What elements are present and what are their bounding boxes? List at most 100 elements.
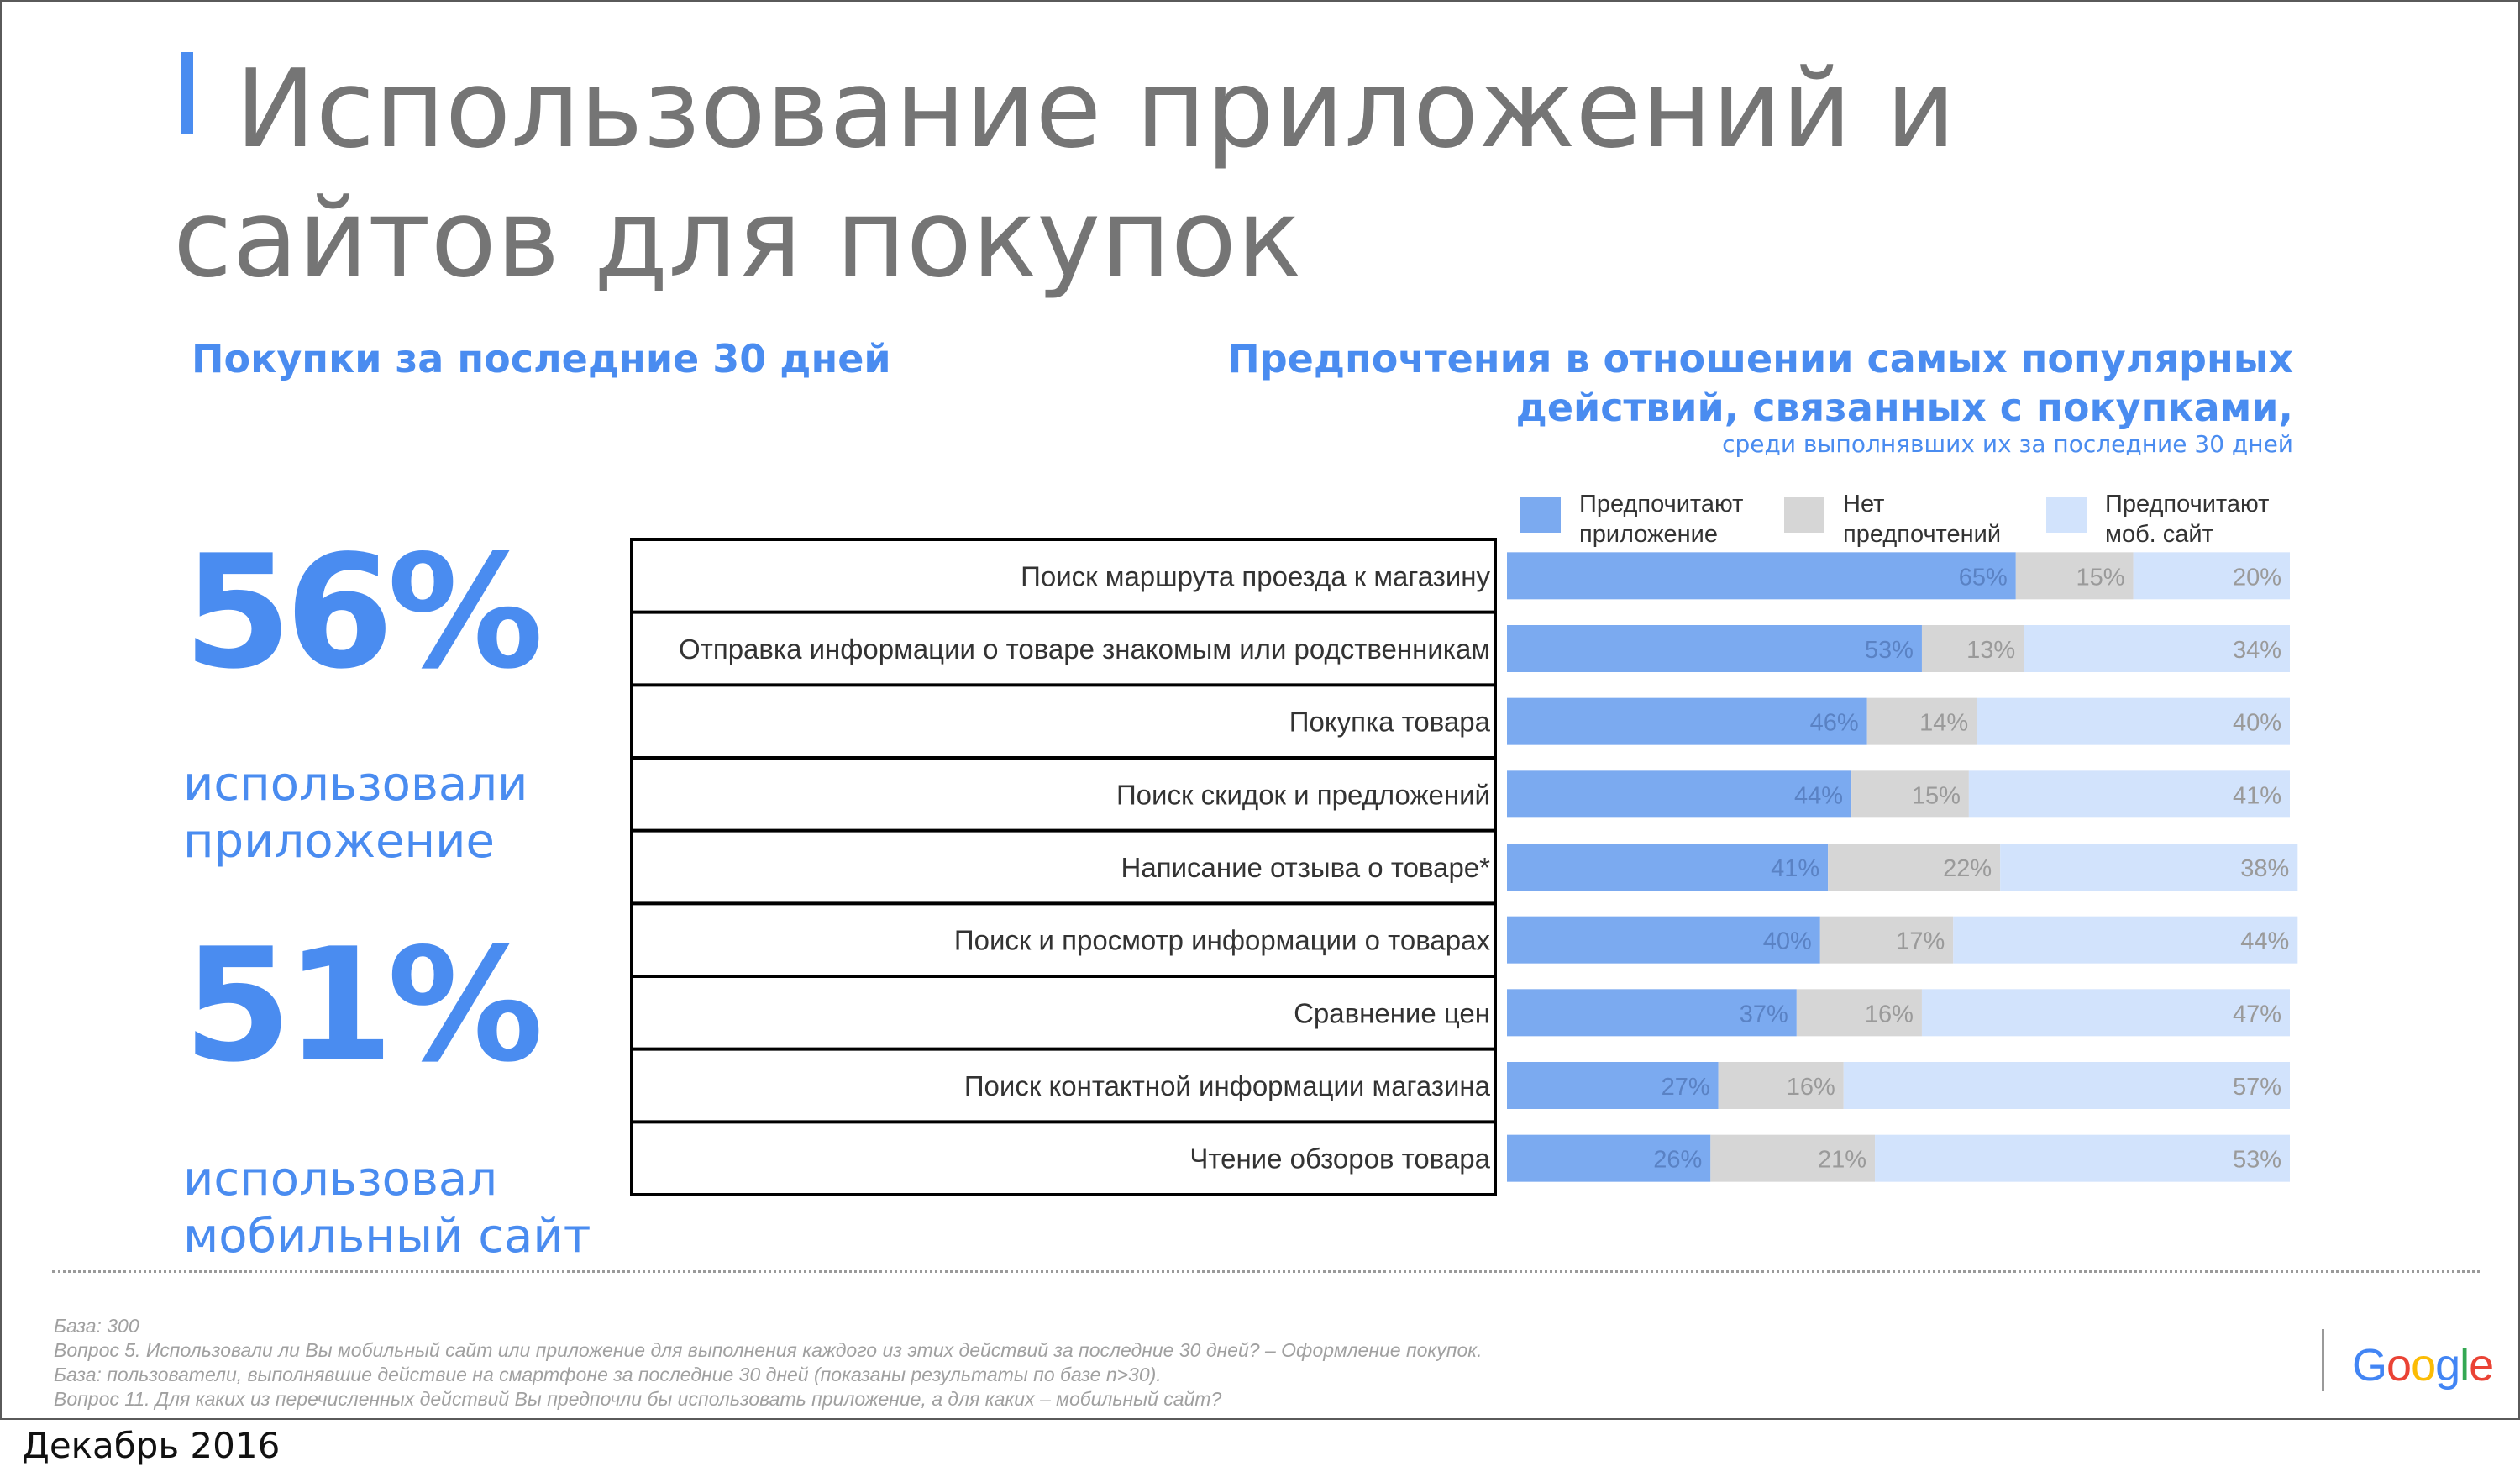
stat-app-label-line2: приложение	[183, 814, 495, 869]
legend-label-app: Предпочитают приложение	[1579, 489, 1781, 549]
bar-segment	[2024, 625, 2290, 672]
bar-value-label: 38%	[2240, 855, 2289, 882]
legend-label-none: Нет предпочтений	[1843, 489, 2045, 549]
bar-value-label: 37%	[1740, 1001, 1788, 1028]
bar-segment	[2015, 552, 2134, 600]
bar-segment	[1977, 697, 2290, 745]
bar-value-label: 53%	[2233, 1147, 2281, 1174]
bar-segment	[1507, 697, 1867, 745]
bar-value-label: 40%	[2233, 710, 2281, 737]
logo-divider	[2322, 1329, 2324, 1391]
logo-letter: l	[2460, 1340, 2470, 1390]
bar-value-label: 26%	[1653, 1147, 1702, 1174]
footer-notes: База: 300 Вопрос 5. Использовали ли Вы м…	[54, 1314, 1482, 1411]
bar-value-label: 34%	[2233, 637, 2281, 664]
bar-segment	[1507, 989, 1797, 1037]
category-label: Написание отзыва о товаре*	[1121, 852, 1491, 883]
bar-segment	[1921, 989, 2290, 1037]
bar-value-label: 40%	[1763, 928, 1812, 955]
logo-letter: o	[2386, 1340, 2412, 1390]
footer-note: База: пользователи, выполнявшие действие…	[54, 1364, 1162, 1385]
bar-value-label: 44%	[1794, 782, 1843, 809]
bar-value-label: 44%	[2240, 928, 2289, 955]
stat-site-value: 51%	[183, 914, 543, 1096]
bar-value-label: 13%	[1966, 637, 2015, 664]
legend-label-app-line2: приложение	[1579, 521, 1718, 548]
bar-segment	[1828, 844, 2001, 891]
legend-label-site: Предпочитают моб. сайт	[2105, 489, 2307, 549]
bar-segment	[1710, 1134, 1876, 1182]
bar-segment	[2000, 844, 2298, 891]
bar-value-label: 65%	[1959, 564, 2008, 591]
bar-segment	[1718, 1062, 1844, 1109]
stat-app-label: использовали приложение	[183, 756, 528, 870]
logo-letter: e	[2469, 1340, 2494, 1390]
bar-segment	[1851, 770, 1969, 818]
bar-segment	[1796, 989, 1922, 1037]
bar-value-label: 27%	[1662, 1074, 1710, 1101]
page-title: Использование приложений и сайтов для по…	[173, 47, 1956, 302]
category-label: Покупка товара	[1289, 707, 1491, 738]
chart-subheading: среди выполнявших их за последние 30 дне…	[1722, 430, 2293, 458]
legend-swatch-none	[1784, 497, 1824, 533]
bar-value-label: 53%	[1865, 637, 1914, 664]
bar-value-label: 21%	[1818, 1147, 1866, 1174]
left-heading: Покупки за последние 30 дней	[192, 336, 891, 381]
footer-divider	[52, 1270, 2480, 1273]
stat-site-label-line1: использовал	[183, 1152, 498, 1206]
stat-app-label-line1: использовали	[183, 757, 528, 812]
title-accent-bar	[181, 52, 193, 134]
bar-segment	[1921, 625, 2024, 672]
logo-letter: g	[2435, 1340, 2460, 1390]
logo-letter: G	[2352, 1340, 2387, 1390]
bar-value-label: 16%	[1787, 1074, 1835, 1101]
bar-segment	[1507, 770, 1852, 818]
bar-segment	[2133, 552, 2290, 600]
legend-label-site-line1: Предпочитают	[2105, 491, 2270, 518]
slide: Использование приложений и сайтов для по…	[0, 0, 2520, 1420]
bar-value-label: 22%	[1943, 855, 1992, 882]
legend-label-app-line1: Предпочитают	[1579, 491, 1744, 518]
legend-label-site-line2: моб. сайт	[2105, 521, 2213, 548]
bar-value-label: 15%	[1912, 782, 1961, 809]
bar-value-label: 47%	[2233, 1001, 2281, 1028]
bar-segment	[1507, 1062, 1719, 1109]
bar-value-label: 14%	[1919, 710, 1968, 737]
bar-value-label: 17%	[1896, 928, 1945, 955]
bar-value-label: 16%	[1865, 1001, 1914, 1028]
bar-segment	[1507, 625, 1922, 672]
bar-value-label: 41%	[1771, 855, 1819, 882]
date-label: Декабрь 2016	[22, 1425, 281, 1466]
bar-segment	[1968, 770, 2290, 818]
chart-heading: Предпочтения в отношении самых популярны…	[1227, 334, 2293, 432]
footer-note: Вопрос 11. Для каких из перечисленных де…	[54, 1388, 1222, 1410]
category-label: Сравнение цен	[1294, 997, 1490, 1028]
bar-segment	[1507, 844, 1829, 891]
bar-segment	[1507, 1134, 1711, 1182]
category-label: Чтение обзоров товара	[1189, 1143, 1490, 1175]
bar-value-label: 15%	[2076, 564, 2125, 591]
category-label: Поиск и просмотр информации о товарах	[954, 925, 1491, 956]
category-label: Поиск контактной информации магазина	[964, 1070, 1491, 1101]
chart-heading-line1: Предпочтения в отношении самых популярны…	[1227, 336, 2293, 381]
stat-site-label-line2: мобильный сайт	[183, 1209, 591, 1264]
legend-label-none-line1: Нет	[1843, 491, 1885, 518]
bar-segment	[1507, 916, 1820, 964]
footer-note: База: 300	[54, 1315, 139, 1337]
legend-swatch-site	[2046, 497, 2087, 533]
category-table	[630, 538, 1497, 1196]
bar-segment	[1953, 916, 2298, 964]
bar-segment	[1866, 697, 1977, 745]
bar-value-label: 20%	[2233, 564, 2281, 591]
google-logo: Google	[2352, 1339, 2494, 1391]
logo-letter: o	[2411, 1340, 2436, 1390]
stat-site-label: использовал мобильный сайт	[183, 1151, 591, 1265]
bar-segment	[1875, 1134, 2290, 1182]
footer-note: Вопрос 5. Использовали ли Вы мобильный с…	[54, 1339, 1483, 1361]
legend-swatch-app	[1520, 497, 1561, 533]
chart-heading-line2: действий, связанных с покупками,	[1515, 385, 2293, 430]
bar-segment	[1507, 552, 2016, 600]
bar-segment	[1819, 916, 1954, 964]
stacked-bar-chart: Поиск маршрута проезда к магазину 65% 15% 2…	[630, 538, 2298, 1196]
bar-segment	[1843, 1062, 2290, 1109]
